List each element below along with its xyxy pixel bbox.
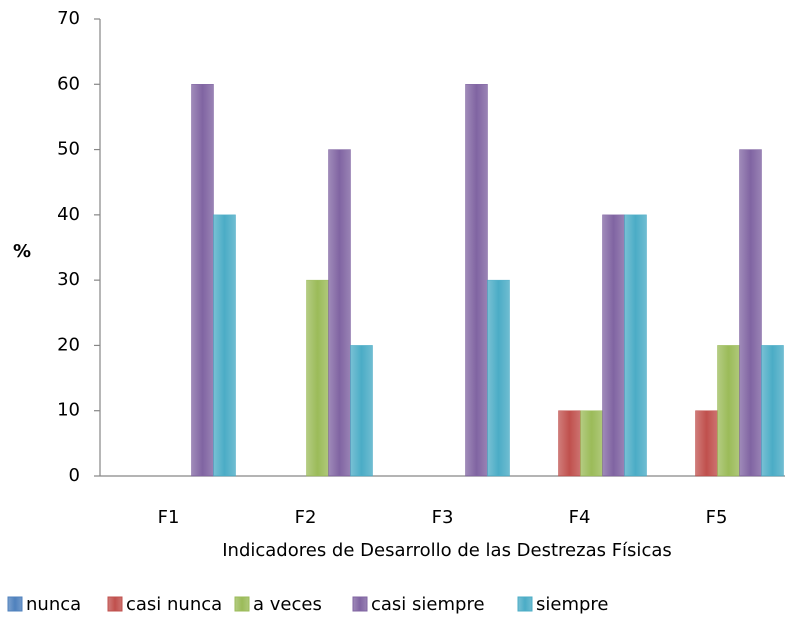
x-tick-label: F1 (158, 507, 180, 528)
bar (350, 345, 373, 477)
x-tick-label: F5 (706, 507, 728, 528)
bar (465, 84, 488, 477)
legend-label: a veces (253, 594, 322, 615)
legend-swatch (7, 596, 23, 612)
y-tick-label: 30 (57, 269, 80, 290)
y-tick-label: 20 (57, 334, 80, 355)
legend-swatch (107, 596, 123, 612)
legend-label: casi siempre (371, 594, 485, 615)
x-axis-title: Indicadores de Desarrollo de las Destrez… (222, 540, 672, 561)
x-tick-label: F3 (432, 507, 454, 528)
bar (558, 410, 581, 477)
y-axis-title: % (13, 241, 31, 262)
bar (580, 410, 603, 477)
y-tick-label: 70 (57, 8, 80, 29)
bar (191, 84, 214, 477)
legend-swatch (352, 596, 368, 612)
y-tick-label: 60 (57, 73, 80, 94)
bar (328, 149, 351, 477)
legend-swatch (517, 596, 533, 612)
bar (213, 214, 236, 477)
legend-swatch (234, 596, 250, 612)
y-tick-label: 40 (57, 204, 80, 225)
y-tick-label: 10 (57, 400, 80, 421)
x-tick-label: F4 (569, 507, 591, 528)
legend-label: siempre (536, 594, 609, 615)
x-tick-label: F2 (295, 507, 317, 528)
legend-label: casi nunca (126, 594, 222, 615)
bar (602, 214, 625, 477)
bar (695, 410, 718, 477)
y-tick-label: 50 (57, 139, 80, 160)
bar (717, 345, 740, 477)
y-tick-label: 0 (69, 465, 80, 486)
legend-label: nunca (26, 594, 81, 615)
bar (739, 149, 762, 477)
bar (624, 214, 647, 477)
bar (487, 279, 510, 477)
bar (761, 345, 784, 477)
bar (306, 279, 329, 477)
